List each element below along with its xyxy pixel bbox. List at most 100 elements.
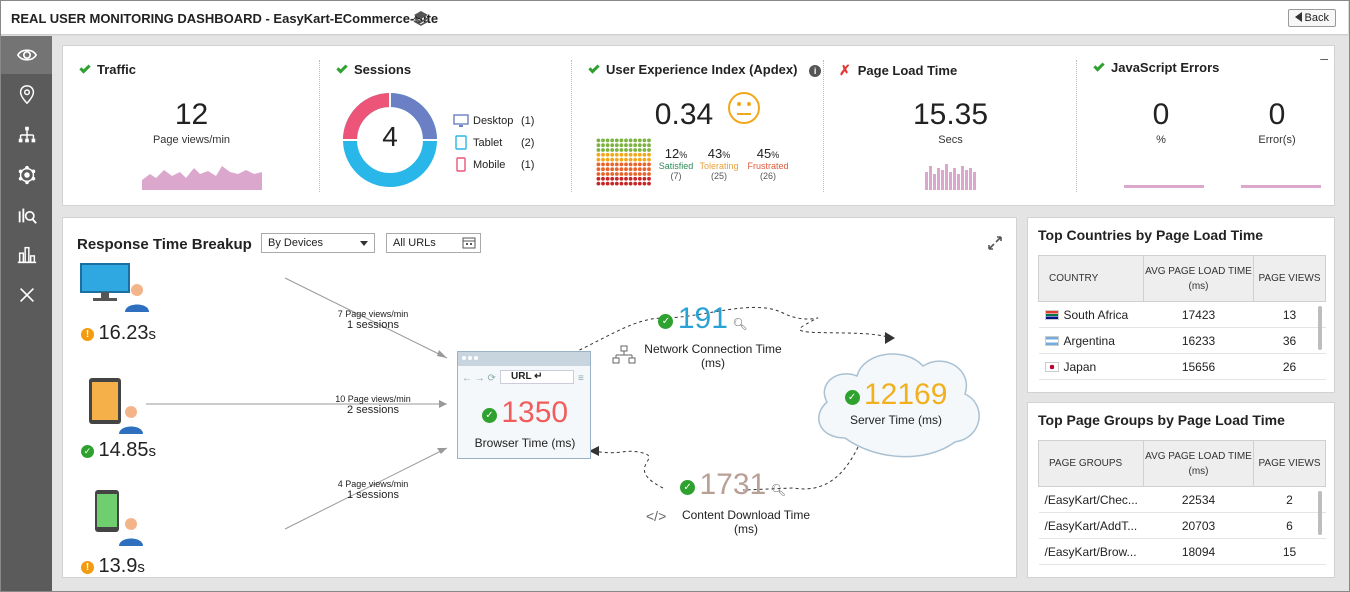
traffic-label: Page views/min (152, 134, 231, 146)
apdex-dot (624, 152, 628, 157)
ok-check-icon: ✓ (844, 390, 860, 405)
network-node[interactable]: ✓ 191 🔍︎ (648, 302, 758, 336)
main-content: – Traffic 12 Page views/min Sessions 4 (52, 36, 1349, 591)
table-row[interactable]: Japan 15656 26 (1038, 353, 1326, 380)
table-row[interactable]: Argentina 16233 36 (1038, 327, 1326, 354)
japan-flag-icon (1044, 361, 1059, 372)
apdex-dot-matrix (596, 138, 651, 186)
server-cloud[interactable] (805, 338, 987, 464)
device-filter-select[interactable]: By Devices (261, 233, 375, 253)
bar-chart-icon[interactable] (1, 236, 52, 274)
apdex-dot (601, 167, 605, 172)
network-time-value: 191 (677, 302, 728, 335)
apdex-dot (637, 167, 642, 172)
network-cog-icon[interactable] (1, 156, 52, 194)
desktop-time: ! 16.23s (81, 322, 201, 345)
hierarchy-icon[interactable] (1, 116, 52, 154)
content-time-label: Content Download Time (ms) (681, 508, 811, 536)
apdex-dot (628, 162, 633, 167)
magnifier-icon[interactable]: 🔍︎ (770, 483, 786, 497)
scrollbar[interactable] (1318, 306, 1322, 350)
apdex-dot (647, 157, 651, 162)
error-x-icon: ✗ (839, 62, 851, 78)
search-analytics-icon[interactable] (1, 196, 52, 234)
layers-icon[interactable] (413, 10, 429, 26)
traffic-title: Traffic (78, 62, 136, 77)
apdex-dot (601, 172, 605, 176)
top-page-groups-panel: Top Page Groups by Page Load Time PAGE G… (1027, 402, 1335, 578)
browser-time-value: 1350 (501, 396, 569, 429)
apdex-value: 0.34 (654, 98, 714, 131)
apdex-dot (647, 143, 651, 148)
apdex-dot (637, 157, 642, 162)
info-icon[interactable]: i (809, 65, 822, 77)
top-countries-title: Top Countries by Page Load Time (1038, 227, 1264, 243)
back-arrow-icon (1294, 12, 1302, 22)
network-icon (612, 345, 636, 364)
apdex-dot (647, 167, 651, 172)
url-filter-select[interactable]: All URLs (386, 233, 481, 253)
network-time-label: Network Connection Time (ms) (644, 342, 782, 370)
apdex-dot (628, 148, 633, 152)
apdex-dot (647, 162, 651, 167)
page-load-card[interactable]: ✗ Page Load Time 15.35 Secs (824, 46, 1077, 207)
location-pin-icon[interactable] (1, 76, 52, 114)
close-icon[interactable] (1, 276, 52, 314)
apdex-dot (610, 162, 615, 167)
apdex-dot (614, 181, 619, 186)
apdex-dot (619, 143, 624, 148)
apdex-dot (628, 176, 633, 181)
table-row[interactable]: /EasyKart/Chec... 22534 2 (1038, 486, 1326, 513)
apdex-dot (628, 181, 633, 186)
table-row[interactable]: /EasyKart/AddT... 20703 6 (1038, 512, 1326, 539)
table-header: PAGE GROUPS AVG PAGE LOAD TIME (ms) PAGE… (1038, 440, 1326, 487)
apdex-dot (633, 152, 638, 157)
apdex-dot (601, 181, 605, 186)
apdex-dot (637, 181, 642, 186)
apdex-dot (619, 172, 624, 176)
content-time-value: 1731 (699, 468, 767, 501)
kpi-panel: – Traffic 12 Page views/min Sessions 4 (62, 45, 1335, 206)
apdex-dot (624, 181, 628, 186)
apdex-dot (647, 176, 651, 181)
apdex-dot (637, 172, 642, 176)
code-icon: </> (646, 508, 667, 524)
apdex-dot (614, 152, 619, 157)
apdex-dot (614, 148, 619, 152)
browser-node[interactable]: ← → ⟳ URL ↵ ≡ ✓ 1350 Browser Time (ms) (457, 351, 591, 459)
expand-icon[interactable] (988, 236, 1002, 250)
magnifier-icon[interactable]: 🔍︎ (732, 317, 748, 331)
ok-check-icon: ✓ (680, 480, 696, 495)
js-errors-pct-value: 0 (1152, 98, 1170, 131)
apdex-dot (596, 167, 601, 172)
content-node[interactable]: ✓ 1731 🔍︎ (673, 468, 793, 502)
south-africa-flag-icon (1044, 309, 1059, 320)
sessions-card[interactable]: Sessions 4 Desktop (1) Tablet (2) (320, 46, 572, 207)
apdex-dot (642, 167, 647, 172)
eye-icon[interactable] (1, 36, 52, 74)
apdex-dot (642, 176, 647, 181)
traffic-card[interactable]: Traffic 12 Page views/min (63, 46, 320, 207)
scrollbar[interactable] (1318, 491, 1322, 535)
table-row[interactable]: South Africa 17423 13 (1038, 301, 1326, 328)
warning-icon: ! (81, 561, 94, 574)
apdex-card[interactable]: User Experience Index (Apdex) i 0.34 12%… (572, 46, 824, 207)
apdex-dot (642, 172, 647, 176)
browser-time-label: Browser Time (ms) (474, 436, 576, 450)
mobile-icon (456, 157, 466, 172)
apdex-dot (633, 162, 638, 167)
table-row[interactable]: /EasyKart/Brow... 18094 15 (1038, 538, 1326, 565)
apdex-dot (610, 157, 615, 162)
back-button[interactable]: Back (1287, 9, 1336, 27)
js-errors-card[interactable]: JavaScript Errors 0 % 0 Error(s) (1077, 46, 1335, 207)
apdex-dot (614, 167, 619, 172)
apdex-dot (624, 172, 628, 176)
minimize-button[interactable]: – (1320, 50, 1328, 66)
apdex-dot (633, 157, 638, 162)
apdex-dot (601, 138, 605, 143)
apdex-dot (637, 162, 642, 167)
js-errors-title: JavaScript Errors (1092, 60, 1219, 75)
apdex-dot (642, 143, 647, 148)
url-bar: URL ↵ (500, 370, 574, 384)
sidebar (1, 36, 52, 591)
